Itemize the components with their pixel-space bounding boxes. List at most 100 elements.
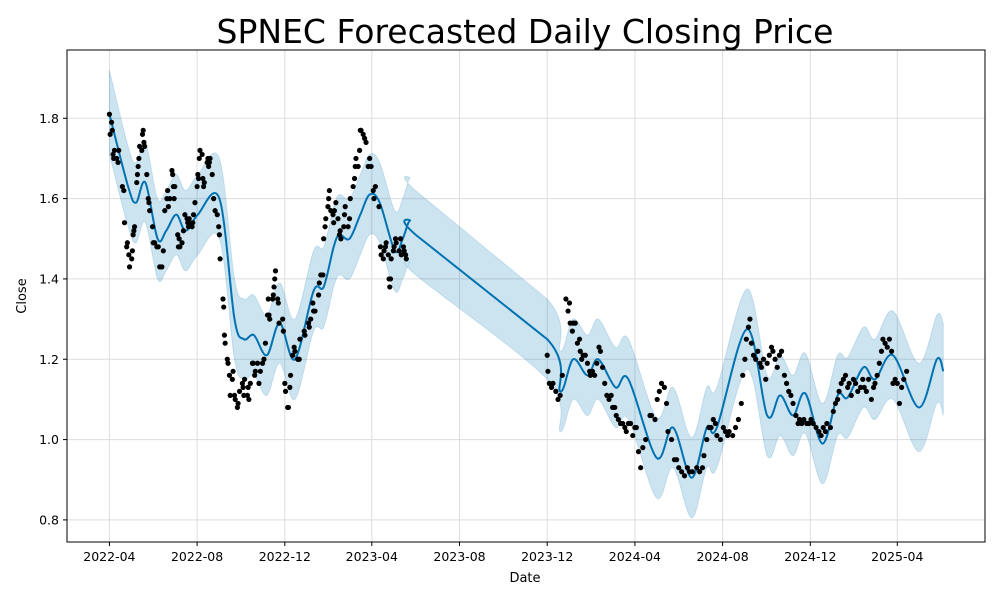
plot-frame (66, 49, 986, 543)
observed-point (368, 163, 374, 170)
observed-point (160, 248, 166, 254)
observed-point (194, 183, 200, 190)
observed-point (725, 432, 731, 439)
observed-point (589, 368, 596, 374)
observed-point (694, 465, 700, 471)
observed-point (190, 212, 197, 218)
observed-point (714, 432, 720, 439)
observed-point (899, 384, 905, 390)
observed-point (882, 340, 888, 346)
observed-point (627, 420, 634, 427)
observed-point (810, 420, 816, 427)
observed-point (880, 336, 886, 342)
observed-point (544, 352, 550, 358)
observed-point (760, 356, 767, 362)
observed-point (630, 432, 636, 439)
observed-point (155, 244, 161, 250)
observed-point (708, 424, 714, 431)
observed-point (139, 147, 145, 154)
observed-point (855, 388, 861, 394)
observed-point (387, 276, 394, 282)
observed-point (165, 187, 171, 194)
observed-point (576, 336, 583, 342)
observed-point (177, 244, 183, 250)
observed-point (241, 376, 248, 382)
observed-point (169, 167, 175, 174)
observed-point (306, 324, 312, 330)
observed-point (302, 332, 308, 338)
observed-point (109, 127, 115, 133)
observed-point (783, 380, 790, 386)
observed-point (206, 163, 212, 170)
observed-point (280, 328, 286, 334)
observed-point (134, 179, 140, 186)
observed-point (701, 453, 707, 459)
observed-point (597, 348, 604, 354)
observed-point (189, 224, 195, 230)
observed-point (206, 159, 212, 166)
observed-point (816, 428, 822, 435)
observed-point (342, 204, 348, 210)
observed-point (901, 376, 907, 382)
observed-point (604, 392, 610, 399)
observed-point (390, 248, 396, 254)
observed-point (572, 320, 578, 326)
observed-point (658, 380, 665, 386)
observed-point (550, 380, 556, 386)
observed-point (853, 380, 859, 386)
observed-point (316, 292, 322, 298)
observed-point (832, 400, 839, 407)
observed-point (257, 368, 263, 374)
observed-point (111, 147, 118, 154)
observed-point (217, 256, 223, 262)
observed-point (388, 256, 394, 262)
observed-point (738, 400, 744, 407)
observed-point (221, 304, 227, 310)
observed-point (254, 360, 261, 366)
observed-point (661, 384, 667, 390)
observed-point (643, 436, 649, 443)
observed-point (131, 228, 137, 234)
observed-point (328, 208, 334, 214)
observed-point (684, 465, 690, 471)
observed-point (742, 356, 748, 362)
observed-point (845, 384, 851, 390)
observed-point (612, 404, 618, 411)
observed-point (638, 465, 644, 471)
observed-point (114, 155, 120, 162)
observed-point (331, 208, 338, 214)
observed-point (735, 416, 742, 423)
observed-point (668, 436, 675, 443)
observed-point (216, 232, 223, 238)
observed-point (322, 224, 328, 230)
observed-point (321, 236, 327, 242)
observed-point (602, 380, 608, 386)
observed-point (822, 428, 829, 435)
observed-point (584, 360, 591, 366)
observed-point (290, 352, 296, 358)
chart-title: SPNEC Forecasted Daily Closing Price (217, 12, 834, 51)
observed-point (620, 420, 626, 427)
observed-point (370, 187, 376, 194)
observed-point (209, 171, 215, 178)
observed-point (884, 344, 890, 350)
x-tick-label: 2022-08 (171, 549, 223, 564)
observed-point (207, 155, 213, 162)
observed-point (305, 320, 312, 326)
observed-point (144, 171, 150, 178)
observed-point (200, 175, 206, 182)
observed-point (234, 404, 240, 411)
observed-point (577, 348, 583, 354)
observed-point (167, 196, 173, 202)
observed-point (201, 179, 207, 186)
observed-point (126, 252, 132, 258)
observed-point (613, 412, 619, 419)
observed-point (336, 232, 343, 238)
observed-point (140, 127, 146, 133)
observed-point (291, 344, 297, 350)
x-tick-label: 2023-08 (433, 549, 485, 564)
observed-point (870, 384, 877, 390)
observed-point (796, 416, 803, 423)
observed-point (265, 296, 271, 302)
observed-point (190, 220, 196, 226)
